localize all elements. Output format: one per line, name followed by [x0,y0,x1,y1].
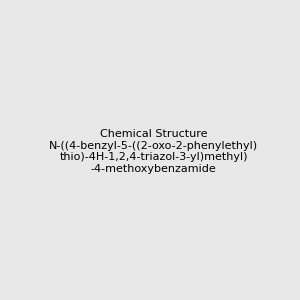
Text: Chemical Structure
N-((4-benzyl-5-((2-oxo-2-phenylethyl)
thio)-4H-1,2,4-triazol-: Chemical Structure N-((4-benzyl-5-((2-ox… [49,129,258,174]
